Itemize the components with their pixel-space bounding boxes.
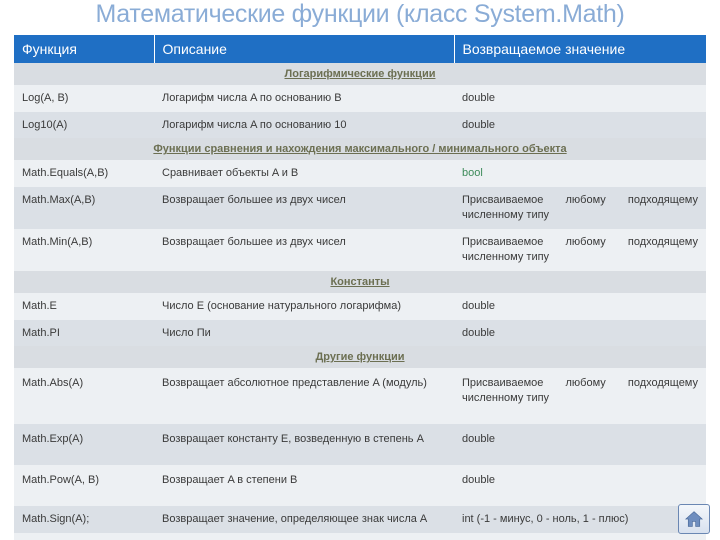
cell-desc: Возвращает квадратный корень числа A: [154, 533, 454, 540]
table-row: Math.Abs(A)Возвращает абсолютное предста…: [14, 368, 706, 424]
cell-ret: double: [454, 320, 706, 347]
header-ret: Возвращаемое значение: [454, 35, 706, 63]
cell-func: Math.Max(A,B): [14, 187, 154, 229]
cell-ret: double: [454, 112, 706, 139]
cell-desc: Возвращает большее из двух чисел: [154, 229, 454, 271]
cell-desc: Логарифм числа A по основанию 10: [154, 112, 454, 139]
section-heading-cell: Константы: [14, 271, 706, 293]
cell-func: Math.Pow(A, B): [14, 465, 154, 506]
cell-func: Math.Sqrt(A): [14, 533, 154, 540]
cell-desc: Число Пи: [154, 320, 454, 347]
home-button[interactable]: [678, 504, 710, 534]
cell-func: Math.E: [14, 293, 154, 320]
cell-ret: double: [454, 424, 706, 465]
header-desc: Описание: [154, 35, 454, 63]
section-heading: Константы: [14, 271, 706, 293]
table-row: Math.Max(A,B)Возвращает большее из двух …: [14, 187, 706, 229]
table-row: Math.Exp(A)Возвращает константу E, возве…: [14, 424, 706, 465]
cell-ret: double: [454, 533, 706, 540]
cell-ret: double: [454, 465, 706, 506]
page-title: Математические функции (класс System.Mat…: [0, 0, 720, 35]
cell-func: Log(A, B): [14, 85, 154, 112]
cell-desc: Возвращает A в степени B: [154, 465, 454, 506]
section-heading: Другие функции: [14, 346, 706, 368]
cell-ret: int (-1 - минус, 0 - ноль, 1 - плюс): [454, 506, 706, 533]
cell-ret: Присваиваемое любому подходящему численн…: [454, 229, 706, 271]
cell-ret: bool: [454, 160, 706, 187]
cell-desc: Логарифм числа A по основанию B: [154, 85, 454, 112]
table-row: Math.EЧисло E (основание натурального ло…: [14, 293, 706, 320]
cell-func: Math.Abs(A): [14, 368, 154, 424]
table-row: Math.PIЧисло Пиdouble: [14, 320, 706, 347]
math-functions-table: Функция Описание Возвращаемое значение Л…: [14, 35, 706, 540]
cell-ret: Присваиваемое любому подходящему численн…: [454, 368, 706, 424]
section-heading-cell: Функции сравнения и нахождения максималь…: [14, 138, 706, 160]
cell-func: Log10(A): [14, 112, 154, 139]
section-heading-cell: Логарифмические функции: [14, 63, 706, 85]
cell-func: Math.Exp(A): [14, 424, 154, 465]
section-heading: Функции сравнения и нахождения максималь…: [14, 138, 706, 160]
cell-desc: Возвращает константу E, возведенную в ст…: [154, 424, 454, 465]
cell-desc: Сравнивает объекты A и B: [154, 160, 454, 187]
cell-desc: Возвращает значение, определяющее знак ч…: [154, 506, 454, 533]
section-heading: Логарифмические функции: [14, 63, 706, 85]
section-heading-cell: Другие функции: [14, 346, 706, 368]
table-row: Math.Equals(A,B)Сравнивает объекты A и B…: [14, 160, 706, 187]
table-header-row: Функция Описание Возвращаемое значение: [14, 35, 706, 63]
cell-func: Math.PI: [14, 320, 154, 347]
cell-desc: Число E (основание натурального логарифм…: [154, 293, 454, 320]
table-row: Log10(A)Логарифм числа A по основанию 10…: [14, 112, 706, 139]
cell-desc: Возвращает большее из двух чисел: [154, 187, 454, 229]
cell-func: Math.Sign(A);: [14, 506, 154, 533]
cell-desc: Возвращает абсолютное представление A (м…: [154, 368, 454, 424]
cell-func: Math.Equals(A,B): [14, 160, 154, 187]
cell-ret: Присваиваемое любому подходящему численн…: [454, 187, 706, 229]
cell-ret: double: [454, 293, 706, 320]
table-row: Math.Sqrt(A)Возвращает квадратный корень…: [14, 533, 706, 540]
cell-ret: double: [454, 85, 706, 112]
table-row: Log(A, B)Логарифм числа A по основанию B…: [14, 85, 706, 112]
header-func: Функция: [14, 35, 154, 63]
table-row: Math.Pow(A, B)Возвращает A в степени Bdo…: [14, 465, 706, 506]
table-row: Math.Sign(A);Возвращает значение, опреде…: [14, 506, 706, 533]
table-row: Math.Min(A,B)Возвращает большее из двух …: [14, 229, 706, 271]
home-icon: [684, 510, 704, 528]
cell-func: Math.Min(A,B): [14, 229, 154, 271]
